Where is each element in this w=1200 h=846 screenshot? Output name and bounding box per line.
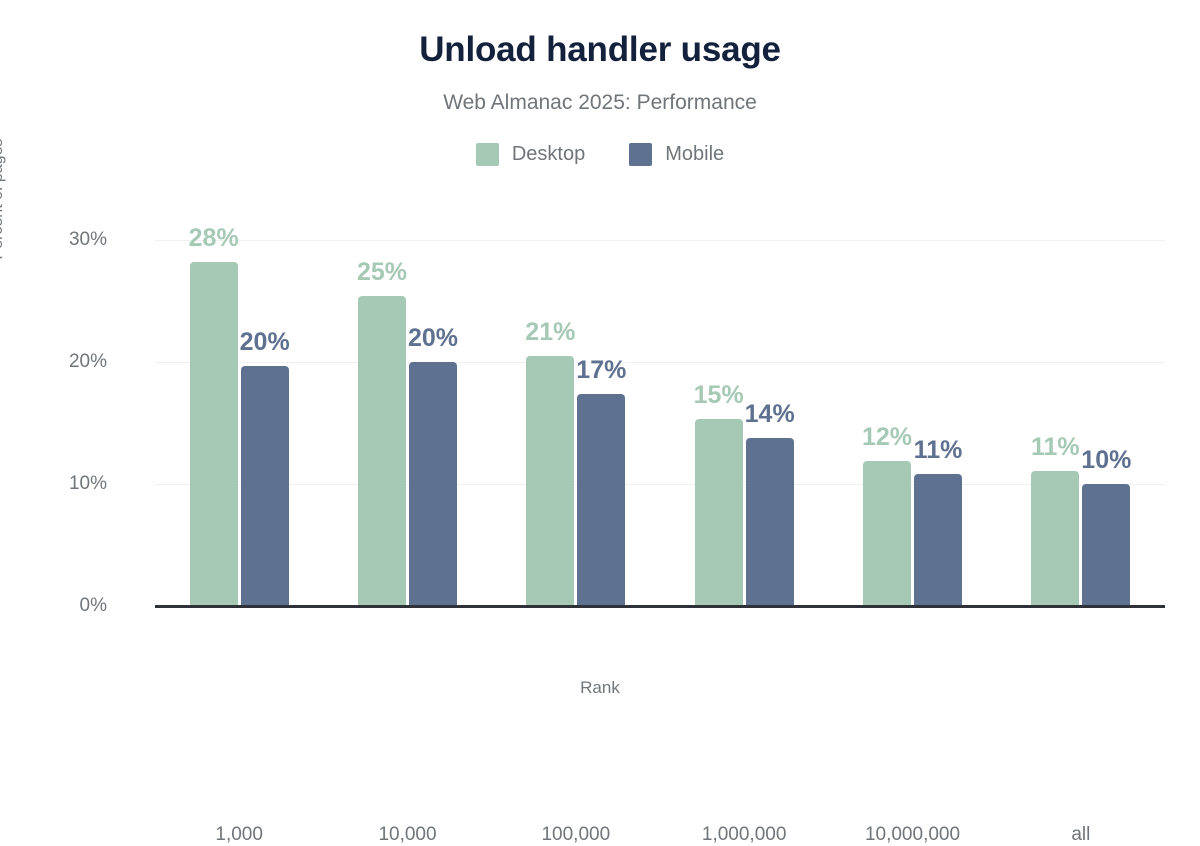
chart-legend: Desktop Mobile	[0, 143, 1200, 166]
legend-swatch-mobile	[629, 143, 653, 166]
bar-desktop-1[interactable]	[358, 296, 406, 606]
legend-item-desktop[interactable]: Desktop	[475, 143, 586, 166]
plot-area: 0% 10% 20% 30% 28% 20% 25% 20% 21% 17% 15% 14% 12% 1…	[69, 206, 1165, 845]
bar-label-mobile-3: 14%	[744, 399, 795, 428]
bar-desktop-0[interactable]	[189, 262, 238, 606]
bar-label-mobile-2: 17%	[576, 355, 627, 384]
bar-desktop-5[interactable]	[1031, 470, 1080, 606]
bar-mobile-5[interactable]	[1082, 484, 1131, 606]
bar-mobile-0[interactable]	[240, 365, 289, 606]
x-axis-title: Rank	[580, 678, 620, 697]
x-axis-tick-label: 100,000	[541, 824, 611, 845]
bar-label-desktop-2: 21%	[525, 318, 576, 346]
gridline	[155, 484, 1165, 486]
bar-label-mobile-4: 11%	[913, 436, 963, 465]
gridline	[155, 362, 1165, 364]
bar-label-mobile-5: 10%	[1081, 446, 1132, 475]
bar-label-desktop-3: 15%	[693, 381, 744, 410]
y-axis-tick-label: 20%	[68, 351, 107, 373]
bar-label-mobile-0: 20%	[239, 327, 290, 356]
legend-label-desktop: Desktop	[511, 143, 586, 165]
chart-title: Unload handler usage	[419, 30, 781, 69]
chart-subtitle: Web Almanac 2025: Performance	[443, 91, 757, 114]
bar-mobile-3[interactable]	[745, 437, 794, 606]
x-axis-tick-label: 1,000	[215, 824, 263, 845]
bar-chart: Unload handler usage Web Almanac 2025: P…	[0, 30, 1200, 845]
bar-desktop-2[interactable]	[526, 356, 575, 606]
bar-mobile-2[interactable]	[577, 393, 626, 606]
bar-desktop-4[interactable]	[863, 460, 911, 606]
bar-label-desktop-4: 12%	[861, 422, 913, 451]
x-axis-tick-label: 10,000	[378, 824, 437, 845]
x-axis-tick-label: 10,000,000	[864, 824, 961, 845]
bar-label-desktop-1: 25%	[356, 258, 408, 287]
x-axis-tick-label: all	[1071, 824, 1091, 845]
bar-label-mobile-1: 20%	[407, 324, 459, 353]
y-axis-tick-label: 30%	[68, 229, 107, 251]
x-axis-line	[155, 605, 1165, 608]
y-axis-title: Percent of pages	[0, 138, 6, 260]
gridline	[155, 240, 1165, 242]
legend-item-mobile[interactable]: Mobile	[629, 143, 724, 166]
legend-swatch-desktop	[475, 143, 499, 166]
bar-mobile-1[interactable]	[409, 362, 457, 606]
bar-label-desktop-5: 11%	[1030, 432, 1080, 461]
bar-desktop-3[interactable]	[694, 419, 743, 606]
y-axis-tick-label: 0%	[79, 595, 107, 616]
legend-label-mobile: Mobile	[665, 143, 725, 165]
x-axis-tick-label: 1,000,000	[701, 824, 787, 845]
bar-label-desktop-0: 28%	[188, 224, 239, 253]
bar-mobile-4[interactable]	[914, 474, 962, 606]
y-axis-tick-label: 10%	[68, 473, 107, 495]
